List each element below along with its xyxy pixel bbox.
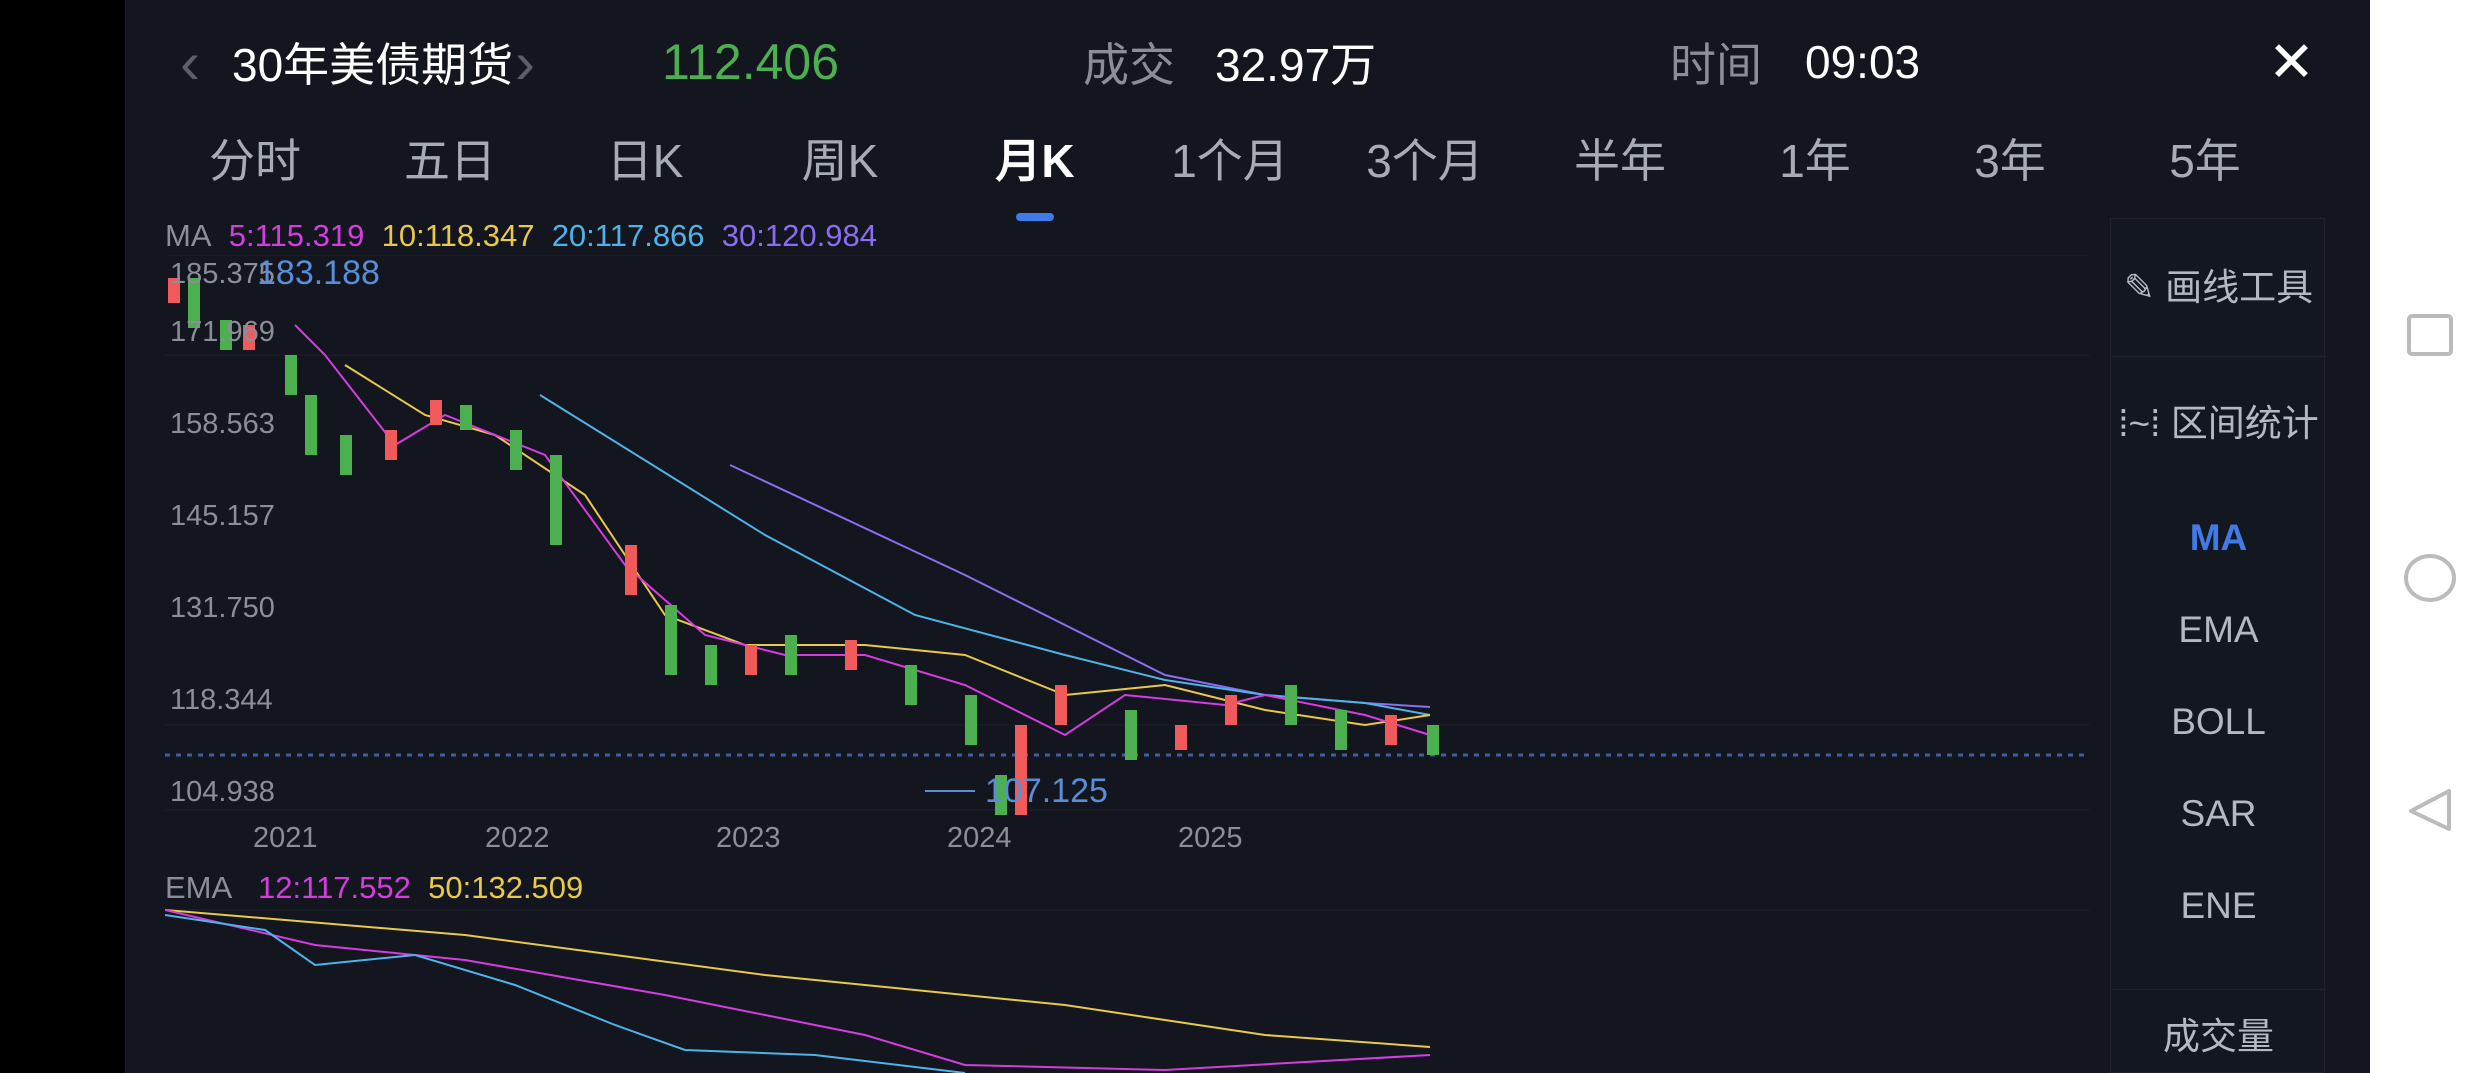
x-label-2024: 2024 <box>947 822 1012 854</box>
tab-daily[interactable]: 日K <box>606 135 684 187</box>
tab-fenshi[interactable]: 分时 <box>209 135 301 187</box>
time-value: 09:03 <box>1805 36 1921 88</box>
y-label-0: 185.375 <box>170 258 275 290</box>
range-icon: ⁞~⁞ <box>2118 403 2161 444</box>
next-arrow[interactable]: › <box>515 28 535 96</box>
last-price: 112.406 <box>662 34 840 90</box>
x-label-2025: 2025 <box>1178 822 1243 854</box>
y-label-6: 104.938 <box>170 776 275 808</box>
x-label-2022: 2022 <box>485 822 550 854</box>
prev-arrow[interactable]: ‹ <box>180 28 200 96</box>
tab-monthly[interactable]: 月K <box>970 125 1100 221</box>
y-label-3: 145.157 <box>170 500 275 532</box>
ema-chart[interactable] <box>165 905 2090 1073</box>
indicator-ema[interactable]: EMA <box>2178 609 2259 650</box>
candlestick-chart[interactable] <box>165 255 2090 815</box>
volume-label: 成交 <box>1083 39 1175 91</box>
tab-3month[interactable]: 3个月 <box>1366 135 1484 187</box>
range-stats-button[interactable]: ⁞~⁞ 区间统计 <box>2118 403 2319 444</box>
time-label: 时间 <box>1670 39 1762 91</box>
x-label-2021: 2021 <box>253 822 318 854</box>
ma-legend: MA 5:115.319 10:118.347 20:117.866 30:12… <box>165 218 877 253</box>
y-label-1: 171.969 <box>170 316 275 348</box>
instrument-title: 30年美债期货 <box>232 39 514 91</box>
tab-1year[interactable]: 1年 <box>1779 135 1851 187</box>
recents-icon[interactable] <box>2405 312 2455 362</box>
volume-indicator[interactable]: 成交量 <box>2111 989 2326 1060</box>
y-label-5: 118.344 <box>170 684 273 716</box>
x-label-2023: 2023 <box>716 822 781 854</box>
indicator-sar[interactable]: SAR <box>2180 793 2257 834</box>
low-marker: 107.125 <box>985 772 1108 810</box>
period-tabs: 分时 五日 日K 周K 月K 1个月 3个月 半年 1年 3年 5年 <box>190 125 2270 221</box>
indicator-ene[interactable]: ENE <box>2180 885 2257 926</box>
tab-5day[interactable]: 五日 <box>404 135 496 187</box>
home-icon[interactable] <box>2400 548 2460 608</box>
candles <box>168 278 1439 815</box>
android-nav-bar <box>2370 0 2492 1073</box>
indicator-boll[interactable]: BOLL <box>2171 701 2266 742</box>
tab-3year[interactable]: 3年 <box>1974 135 2046 187</box>
y-label-2: 158.563 <box>170 408 275 440</box>
volume-value: 32.97万 <box>1215 39 1377 91</box>
tool-sidebar: ✎ 画线工具 ⁞~⁞ 区间统计 MA EMA BOLL SAR ENE 成交量 <box>2110 218 2326 1073</box>
high-marker: 183.188 <box>257 254 380 292</box>
ema-legend: EMA 12:117.552 50:132.509 <box>165 870 584 905</box>
indicator-ma[interactable]: MA <box>2189 517 2248 558</box>
y-label-4: 131.750 <box>170 592 275 624</box>
back-icon[interactable] <box>2405 785 2455 835</box>
pencil-icon: ✎ <box>2123 267 2155 308</box>
tab-halfyear[interactable]: 半年 <box>1574 135 1666 187</box>
tab-weekly[interactable]: 周K <box>801 135 879 187</box>
close-icon[interactable]: ✕ <box>2268 30 2315 93</box>
chart-panel <box>125 0 2370 1073</box>
tab-1month[interactable]: 1个月 <box>1171 135 1289 187</box>
tab-5year[interactable]: 5年 <box>2169 135 2241 187</box>
draw-tool-button[interactable]: ✎ 画线工具 <box>2111 257 2326 357</box>
